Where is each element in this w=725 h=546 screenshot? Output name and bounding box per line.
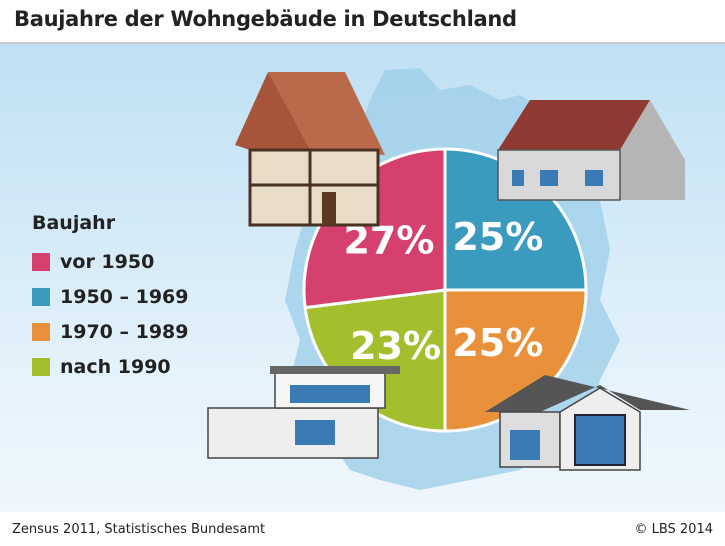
legend-swatch	[32, 357, 50, 376]
gabled-house-illustration	[497, 100, 685, 201]
legend-label: 1970 – 1989	[60, 320, 189, 343]
title-bar: Baujahre der Wohngebäude in Deutschland	[0, 0, 725, 44]
half-timbered-house-illustration	[235, 72, 385, 227]
legend-item-nach-1990: nach 1990	[32, 349, 189, 384]
pitched-house-illustration	[485, 375, 690, 471]
pie-data-label: 25%	[452, 321, 543, 365]
chart-title: Baujahre der Wohngebäude in Deutschland	[14, 7, 517, 31]
pie-data-label: 23%	[350, 324, 441, 368]
legend-swatch	[32, 287, 50, 306]
legend-label: nach 1990	[60, 355, 171, 378]
copyright: © LBS 2014	[634, 522, 713, 537]
pie-chart: 25%25%23%27%	[302, 147, 588, 433]
flat-roof-house-illustration	[207, 366, 400, 459]
source-note: Zensus 2011, Statistisches Bundesamt	[12, 522, 266, 537]
pie-data-label: 25%	[452, 215, 543, 259]
legend-item-vor-1950: vor 1950	[32, 244, 189, 279]
legend-swatch	[32, 322, 50, 341]
legend-item-1970-1989: 1970 – 1989	[32, 314, 189, 349]
legend-item-1950-1969: 1950 – 1969	[32, 279, 189, 314]
legend-swatch	[32, 252, 50, 271]
legend-title: Baujahr	[32, 212, 116, 234]
legend-label: 1950 – 1969	[60, 285, 189, 308]
legend-label: vor 1950	[60, 250, 155, 273]
legend: Baujahr vor 1950 1950 – 1969 1970 – 1989…	[32, 212, 189, 384]
footer: Zensus 2011, Statistisches Bundesamt © L…	[0, 512, 725, 546]
